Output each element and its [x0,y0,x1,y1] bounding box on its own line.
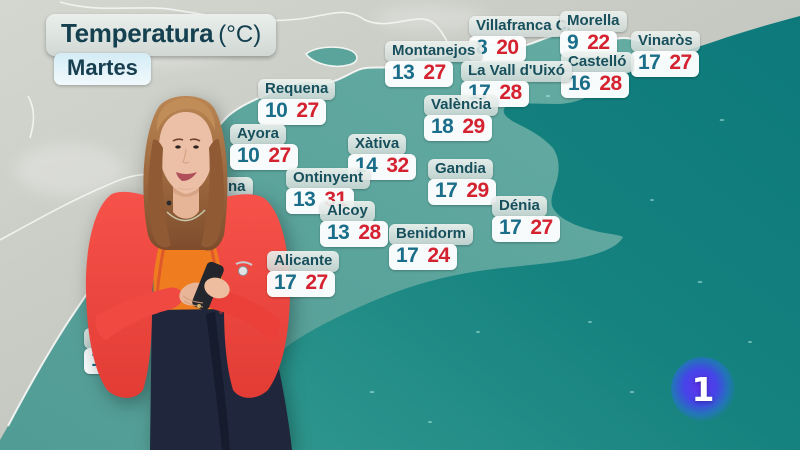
watch-face [238,266,248,276]
max-temp: 20 [496,35,519,59]
min-temp: 17 [499,215,522,239]
city-label: La Vall d'Uixó 17 28 [461,61,572,107]
max-temp: 32 [386,153,409,177]
page-title: Temperatura (°C) [46,14,277,56]
city-name: na [221,177,253,198]
city-name: Gandia [428,159,493,180]
city-name: Vinaròs [631,31,700,52]
max-temp: 27 [530,215,553,239]
title-unit: (°C) [218,21,262,48]
city-temps: 17 27 [492,215,560,242]
city-name: Alcoy [320,201,375,222]
la1-channel-logo: 1 [671,357,735,421]
presenter-hair-front [148,98,224,248]
min-temp: 18 [431,114,454,138]
min-temp: 9 [567,30,579,54]
city-label: Montanejos 13 27 [385,41,483,87]
sea-glints [369,21,752,423]
city-temps: 10 27 [230,143,298,170]
city-label: Xàtiva 14 32 [348,134,416,180]
city-temps: 17 27 [267,270,335,297]
city-label: Ayora 10 27 [230,124,298,170]
min-temp: 13 [392,60,415,84]
title-text: Temperatura [61,18,214,48]
city-name: Benidorm [389,224,474,245]
presenter-face-features [172,138,201,190]
day-label: Martes [54,53,151,85]
city-label: Benidorm 17 24 [389,224,474,270]
city-name: Ontinyent [286,168,370,189]
city-label: Alicante 17 27 [267,251,340,297]
city-label: Morella 9 22 [560,11,627,57]
max-temp: 27 [296,98,319,122]
max-temp: 22 [587,30,610,54]
city-label: Requena 10 27 [258,79,336,125]
presenter-necklace [166,209,206,222]
city-temps: 10 27 [258,98,326,125]
min-temp: 17 [435,178,458,202]
max-temp: 29 [466,178,489,202]
city-label: València 18 29 [424,95,499,141]
watch-band [235,261,253,266]
city-label: Castelló 16 28 [561,52,634,98]
enclave [304,46,358,67]
city-name: Xàtiva [348,134,407,155]
max-temp: 28 [499,80,522,104]
la1-logo-text: 1 [691,369,715,409]
city-name: Villafranca C. [469,16,578,37]
min-temp: 13 [293,187,316,211]
min-temp: 17 [638,50,661,74]
min-temp: 13 [327,220,350,244]
city-temps: 17 24 [389,243,457,270]
city-name: Requena [258,79,336,100]
max-temp: 27 [669,50,692,74]
city-name: La Vall d'Uixó [461,61,572,82]
min-temp: 10 [265,98,288,122]
max-temp: 24 [427,243,450,267]
max-temp: 27 [305,270,328,294]
city-temps: 17 29 [428,178,496,205]
max-temp: 28 [599,71,622,95]
city-temps: 13 27 [385,60,453,87]
city-name: Ayora [230,124,286,145]
presenter [85,96,292,450]
min-temp: 10 [237,143,260,167]
city-label: Vinaròs 17 27 [631,31,700,77]
min-temp: 17 [396,243,419,267]
min-temp: 17 [274,270,297,294]
max-temp: 29 [462,114,485,138]
city-label-partial: na [221,177,253,198]
city-name: València [424,95,499,116]
city-label: Villafranca C. 8 20 [469,16,578,62]
city-name: Alicante [267,251,340,272]
max-temp: 27 [423,60,446,84]
city-name: Montanejos [385,41,483,62]
presenter-hands [179,261,253,311]
sea [228,16,800,450]
city-temps: 17 27 [631,50,699,77]
lapel-pin [166,200,172,206]
city-label: Dénia 17 27 [492,196,560,242]
city-temps: 13 28 [320,220,388,247]
city-temps: 16 28 [561,71,629,98]
min-temp: 16 [568,71,591,95]
ring [197,304,201,308]
city-name: Castelló [561,52,634,73]
city-name: Dénia [492,196,547,217]
presenter-forearms [95,287,281,342]
title-block: Temperatura (°C) Martes [46,14,277,85]
max-temp: 27 [268,143,291,167]
city-label: Alcoy 13 28 [320,201,388,247]
city-name: Morella [560,11,627,32]
city-temps: 18 29 [424,114,492,141]
city-label: Gandia 17 29 [428,159,496,205]
max-temp: 28 [358,220,381,244]
